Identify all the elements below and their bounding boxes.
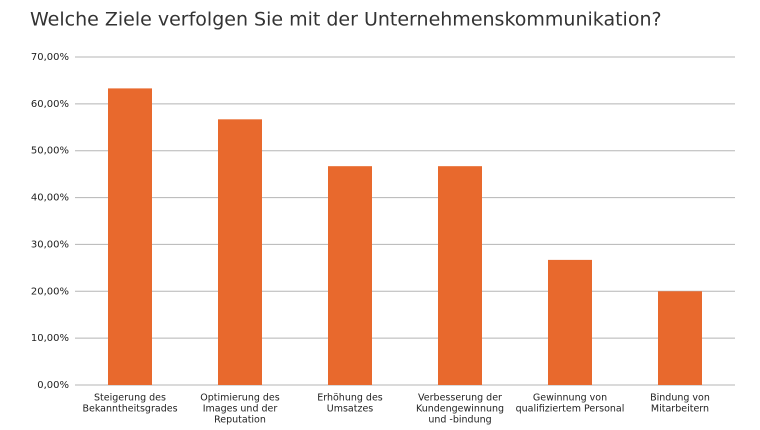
- x-tick-label: Optimierung des: [200, 393, 279, 404]
- x-tick-label: Images und der: [203, 404, 278, 415]
- y-tick-label: 10,00%: [31, 333, 69, 344]
- x-tick-label: Bindung von: [650, 393, 710, 404]
- y-tick-label: 50,00%: [31, 146, 69, 157]
- x-tick-label: Mitarbeitern: [651, 404, 709, 415]
- bar: [438, 166, 482, 385]
- x-tick-label: Reputation: [214, 415, 266, 426]
- y-tick-label: 40,00%: [31, 193, 69, 204]
- x-tick-label: qualifiziertem Personal: [516, 404, 625, 415]
- x-tick-label: Steigerung des: [94, 393, 166, 404]
- x-tick-label: Gewinnung von: [533, 393, 607, 404]
- y-tick-label: 60,00%: [31, 99, 69, 110]
- x-tick-label: Umsatzes: [327, 404, 374, 415]
- x-tick-label: Verbesserung der: [418, 393, 502, 404]
- chart-title: Welche Ziele verfolgen Sie mit der Unter…: [30, 9, 662, 31]
- y-tick-label: 0,00%: [37, 380, 69, 391]
- y-tick-label: 20,00%: [31, 286, 69, 297]
- bar: [218, 119, 262, 385]
- bar: [548, 259, 592, 385]
- x-tick-label: Erhöhung des: [317, 393, 383, 404]
- y-tick-label: 70,00%: [31, 52, 69, 63]
- bar: [108, 88, 152, 385]
- x-tick-label: Bekanntheitsgrades: [82, 404, 177, 415]
- bar: [328, 166, 372, 385]
- x-tick-label: und -bindung: [428, 415, 491, 426]
- x-tick-label: Kundengewinnung: [416, 404, 504, 415]
- y-tick-label: 30,00%: [31, 239, 69, 250]
- bar: [658, 291, 702, 385]
